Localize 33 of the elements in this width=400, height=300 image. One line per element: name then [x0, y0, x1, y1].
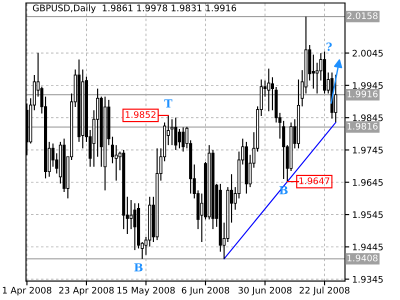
candlestick [178, 128, 181, 149]
y-tick-label: 1.9345 [352, 276, 383, 283]
y-tick-label: 1.9945 [352, 82, 383, 89]
annotation: 1.9647 [299, 177, 330, 184]
y-tick-label: 1.9845 [352, 114, 383, 122]
annotation: T [164, 99, 172, 108]
annotation: B [279, 186, 288, 194]
candlestick [174, 117, 178, 151]
chart-title: GBPUSD,Daily 1.9861 1.9978 1.9831 1.9916 [32, 4, 236, 14]
x-tick-label: 23 Apr 2008 [59, 286, 114, 296]
candlestick [267, 68, 270, 112]
ref-line-label: 1.9916 [348, 90, 378, 98]
y-tick-label: 2.0045 [352, 50, 383, 57]
annotation: B [134, 263, 143, 272]
annotation: 1.9852 [126, 111, 156, 118]
x-tick-label: 1 Apr 2008 [2, 286, 52, 296]
candlestick [334, 74, 338, 123]
candlestick [130, 199, 133, 230]
y-tick-label: 1.9745 [352, 146, 383, 154]
ref-line-label: 1.9408 [348, 254, 378, 262]
candlestick [133, 202, 136, 251]
y-tick-label: 1.9645 [352, 178, 383, 186]
annotation: ? [326, 42, 332, 51]
ref-line-label: 1.9816 [348, 122, 378, 130]
candlestick [170, 118, 174, 146]
candlestick [182, 126, 185, 152]
ref-line-label: 2.0158 [347, 12, 378, 20]
x-tick-label: 30 Jun 2008 [238, 286, 292, 296]
x-tick-label: 22 Jul 2008 [300, 286, 350, 296]
y-tick-label: 1.9545 [352, 211, 383, 218]
x-tick-label: 15 May 2008 [118, 286, 175, 296]
x-tick-label: 6 Jun 2008 [182, 286, 230, 296]
y-tick-label: 1.9445 [352, 244, 383, 250]
